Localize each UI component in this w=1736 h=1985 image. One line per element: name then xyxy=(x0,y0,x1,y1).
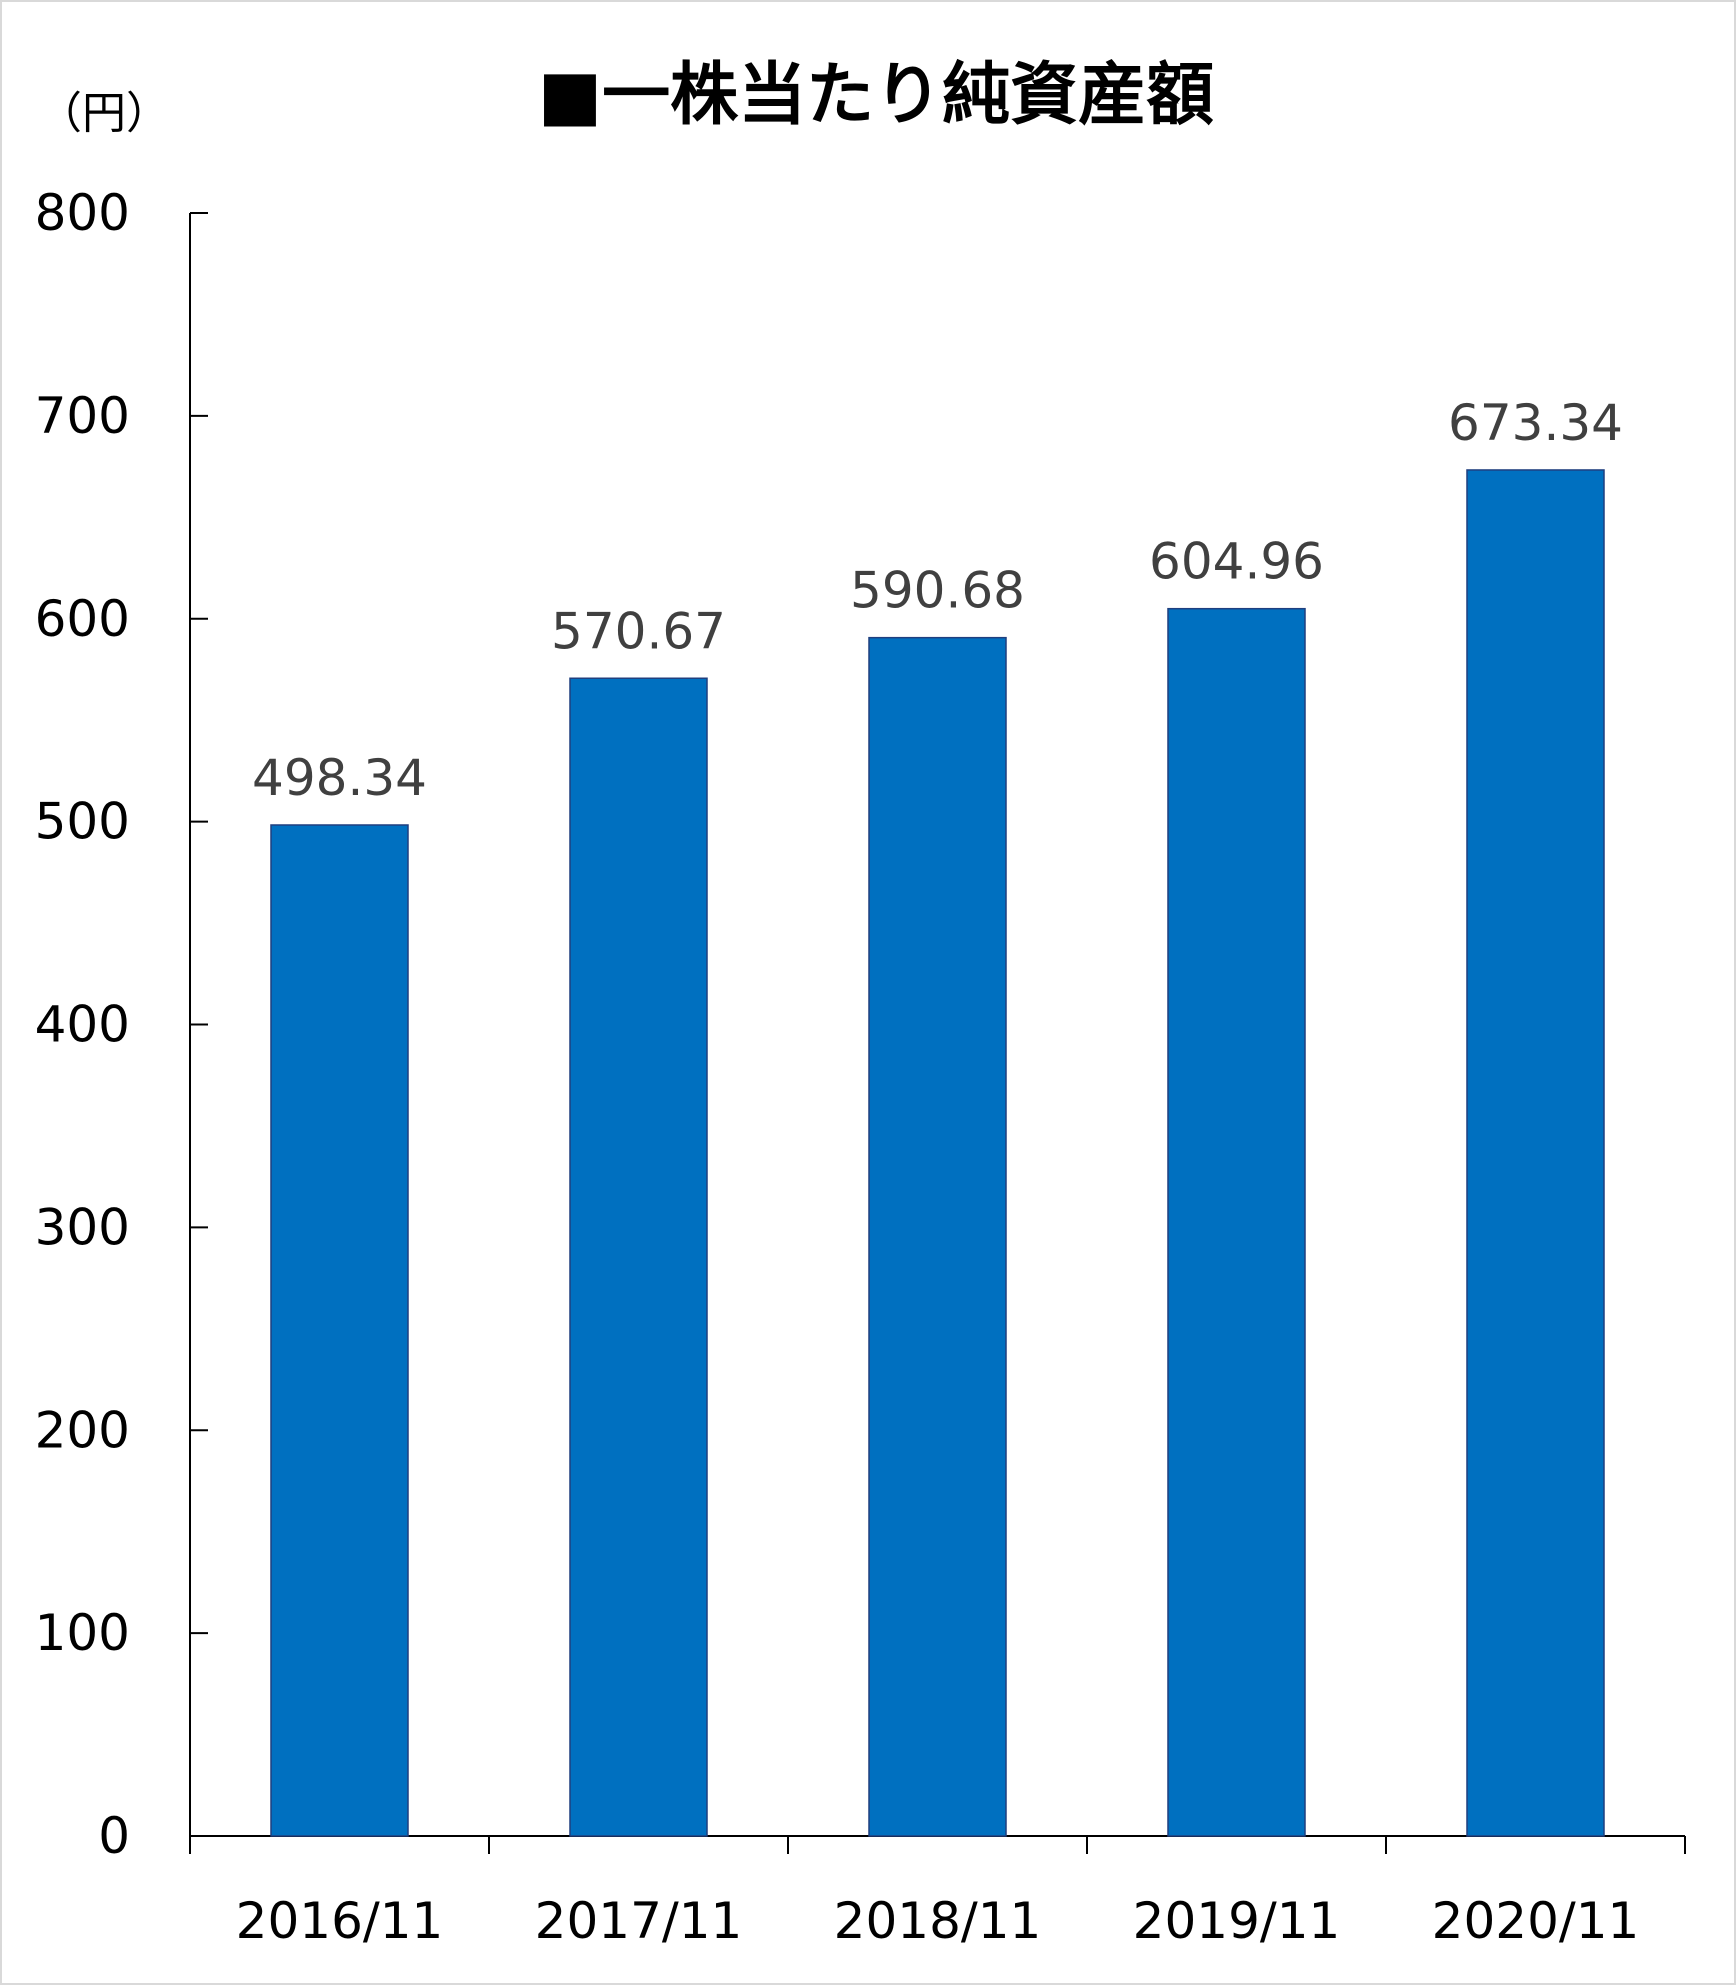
bar xyxy=(569,677,708,1837)
y-tick-label: 800 xyxy=(35,184,130,242)
x-tick-label: 2016/11 xyxy=(236,1892,444,1950)
bar xyxy=(1466,469,1605,1837)
data-label: 590.68 xyxy=(850,562,1025,620)
x-tick-label: 2020/11 xyxy=(1432,1892,1640,1950)
chart-title: ■一株当たり純資産額 xyxy=(538,56,1214,135)
bar xyxy=(868,636,1007,1837)
data-label: 570.67 xyxy=(551,602,726,660)
y-tick-label: 700 xyxy=(35,387,130,445)
data-label: 498.34 xyxy=(252,749,427,807)
y-tick-label: 200 xyxy=(35,1401,130,1459)
y-tick-label: 300 xyxy=(35,1198,130,1256)
y-tick-label: 600 xyxy=(35,590,130,648)
bar xyxy=(1167,607,1306,1837)
data-label: 673.34 xyxy=(1448,394,1623,452)
x-tick-label: 2019/11 xyxy=(1133,1892,1341,1950)
y-tick-label: 400 xyxy=(35,996,130,1054)
x-tick-label: 2017/11 xyxy=(535,1892,743,1950)
y-tick-label: 0 xyxy=(98,1807,130,1865)
y-tick-label: 100 xyxy=(35,1604,130,1662)
bar xyxy=(270,824,409,1837)
x-tick-label: 2018/11 xyxy=(834,1892,1042,1950)
y-tick-label: 500 xyxy=(35,793,130,851)
data-label: 604.96 xyxy=(1149,533,1324,591)
y-unit-label: （円） xyxy=(38,88,170,139)
